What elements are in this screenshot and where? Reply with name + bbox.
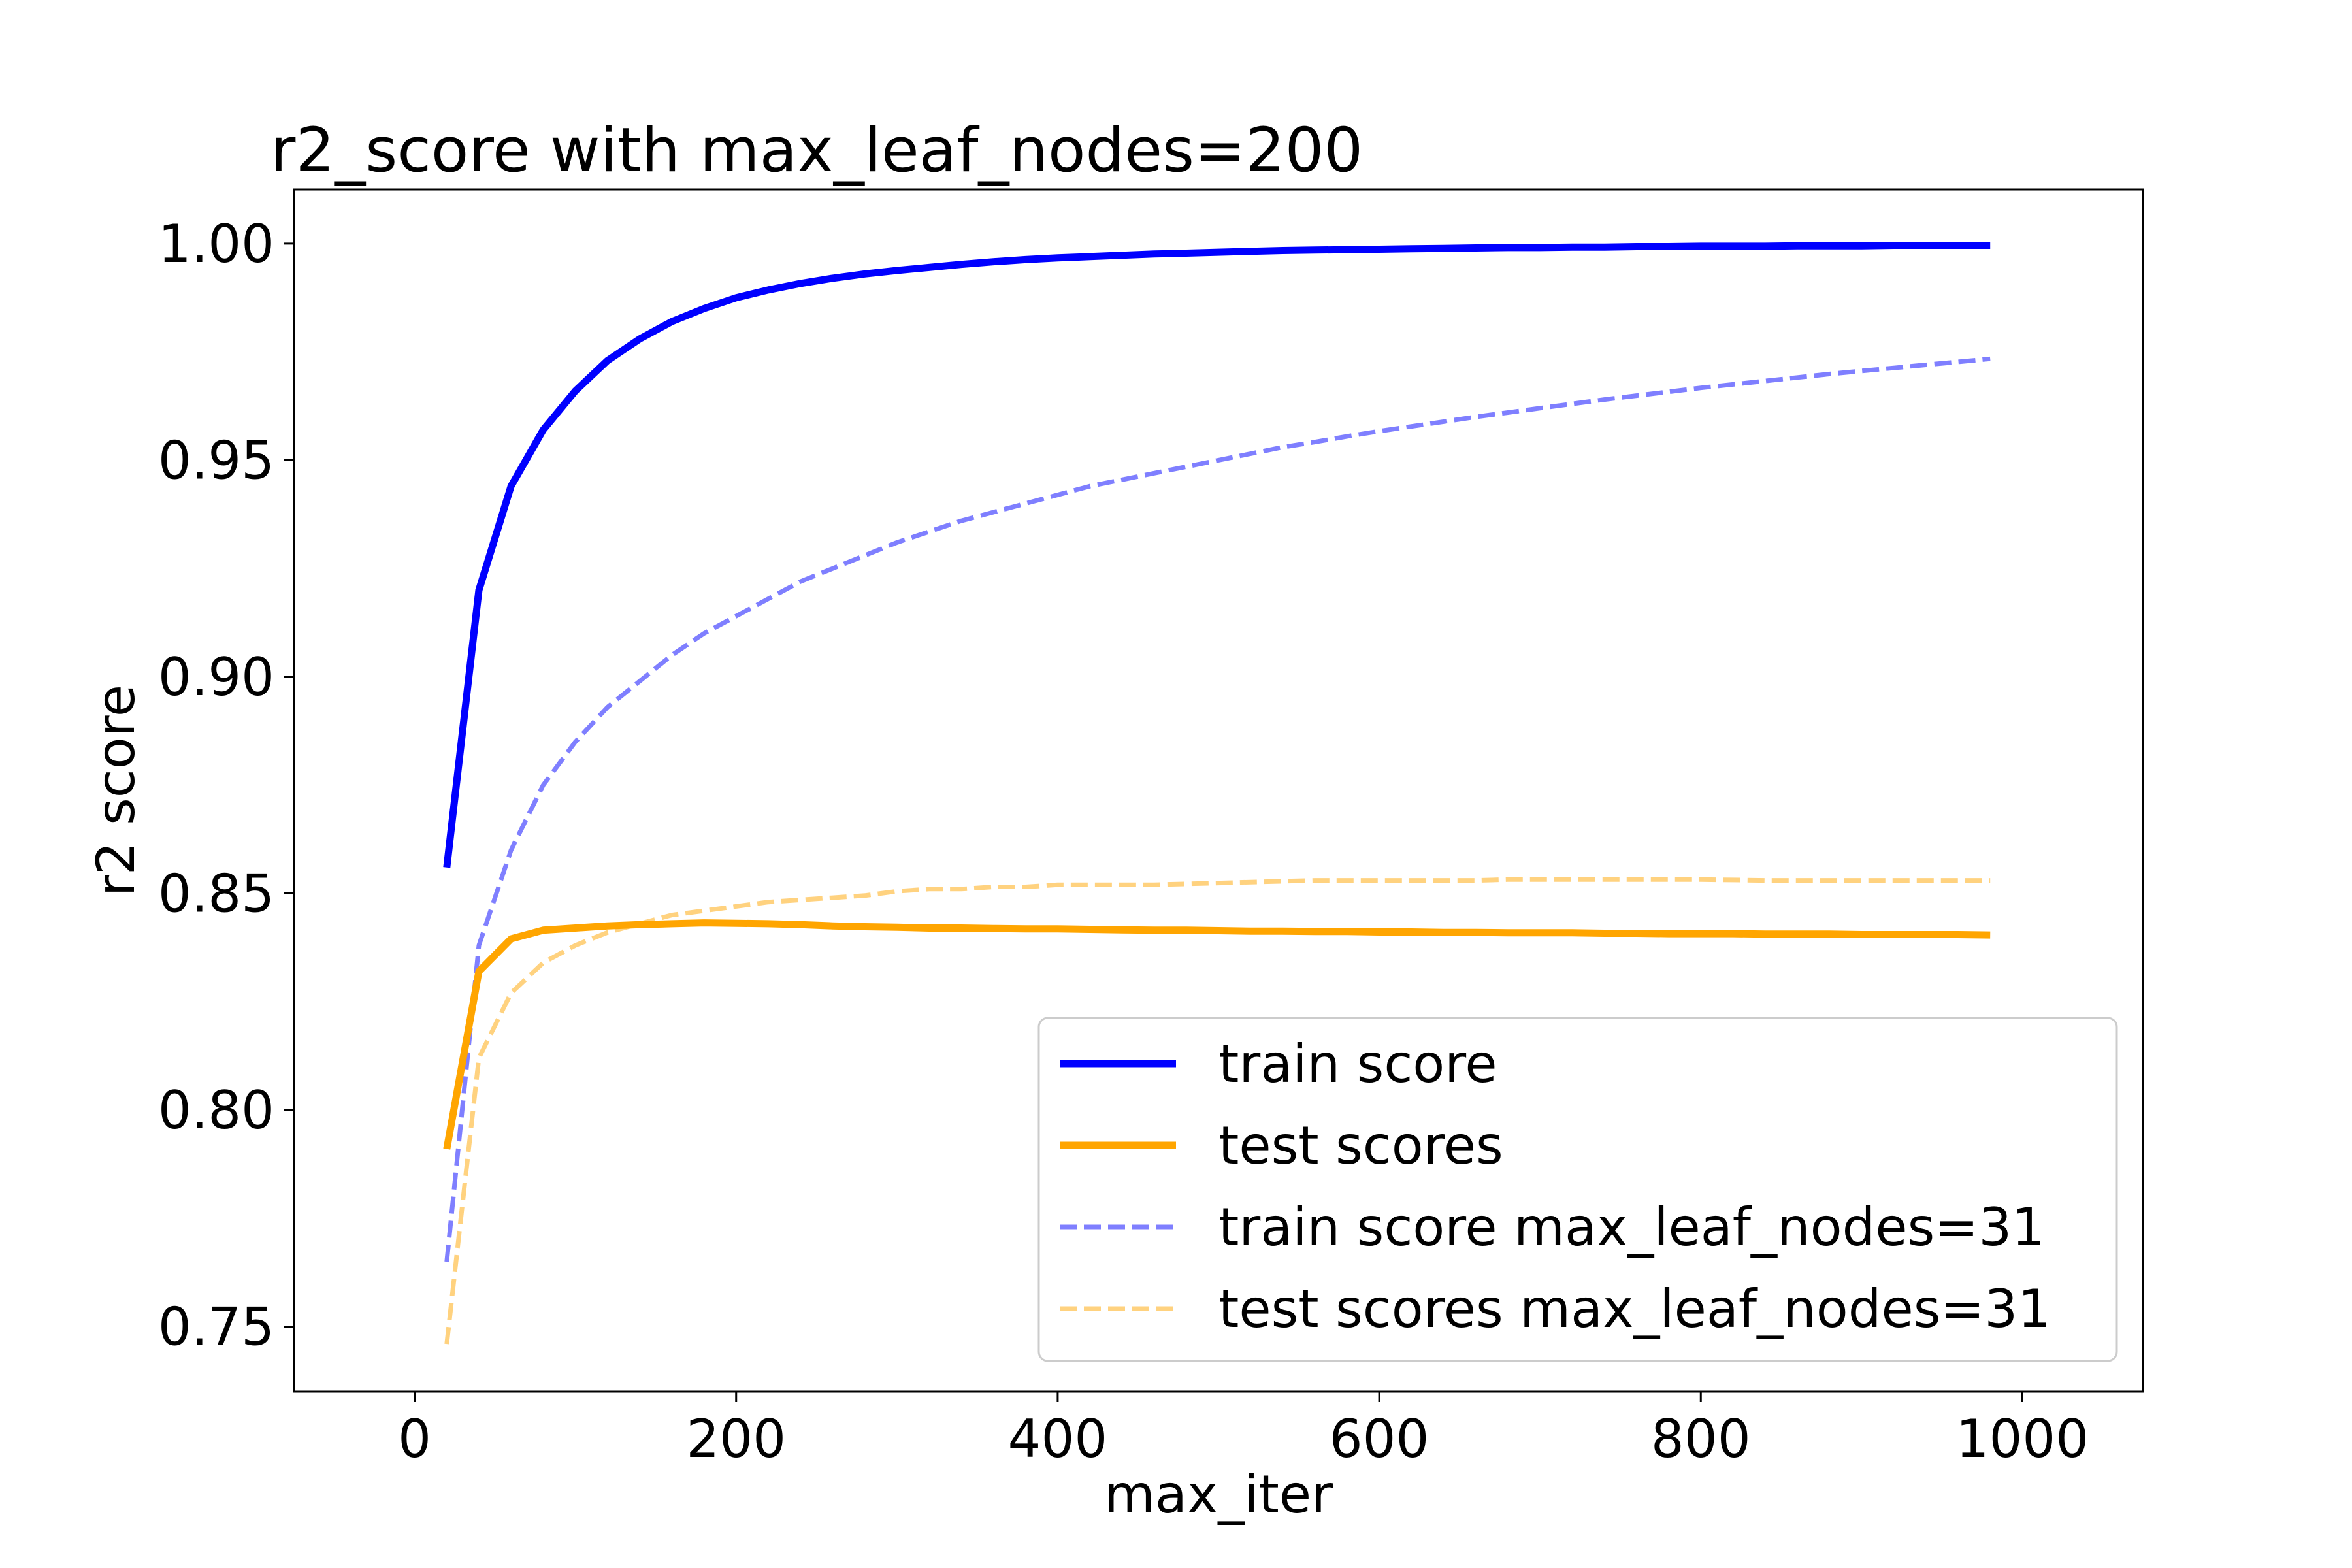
x-tick-label: 0 xyxy=(398,1409,431,1469)
x-tick-label: 600 xyxy=(1330,1409,1429,1469)
y-axis-label: r2 score xyxy=(86,685,146,896)
series-line-test-scores-max-leaf-nodes-31 xyxy=(444,877,1991,1345)
legend-items: train score test scores train score max_le… xyxy=(1060,1034,2051,1339)
legend-label-test-scores: test scores xyxy=(1218,1115,1503,1176)
y-tick-label: 0.90 xyxy=(158,647,274,708)
x-tick-label: 400 xyxy=(1008,1409,1108,1469)
chart-title: r2_score with max_leaf_nodes=200 xyxy=(270,115,1363,186)
series-line-train-score-max-leaf-nodes-31 xyxy=(444,356,1991,1262)
legend-label-train-score: train score xyxy=(1218,1034,1497,1094)
x-tick-label: 200 xyxy=(686,1409,786,1469)
x-tick-label: 1000 xyxy=(1956,1409,2089,1469)
plot-area xyxy=(443,242,1991,1345)
axes-frame xyxy=(293,188,2144,1393)
legend-label-train-score-max-leaf-nodes-31: train score max_leaf_nodes=31 xyxy=(1218,1197,2045,1258)
series-line-test-scores xyxy=(443,919,1991,1150)
legend-label-test-scores-max-leaf-nodes-31: test scores max_leaf_nodes=31 xyxy=(1218,1279,2051,1339)
x-tick-label: 800 xyxy=(1651,1409,1751,1469)
y-tick-label: 0.85 xyxy=(158,863,274,924)
axis-ticks: 0 200 400 600 800 1000 0.75 0.80 0.85 0.90 0.95 1.0… xyxy=(158,214,2089,1469)
x-axis-label: max_iter xyxy=(1104,1464,1333,1525)
legend-box xyxy=(1037,1017,2118,1362)
y-tick-label: 0.75 xyxy=(158,1297,274,1358)
y-tick-label: 1.00 xyxy=(158,214,274,274)
legend: train score test scores train score max_le… xyxy=(1037,1017,2118,1362)
series-line-train-score xyxy=(443,242,1991,868)
y-tick-label: 0.95 xyxy=(158,430,274,491)
y-tick-label: 0.80 xyxy=(158,1080,274,1141)
